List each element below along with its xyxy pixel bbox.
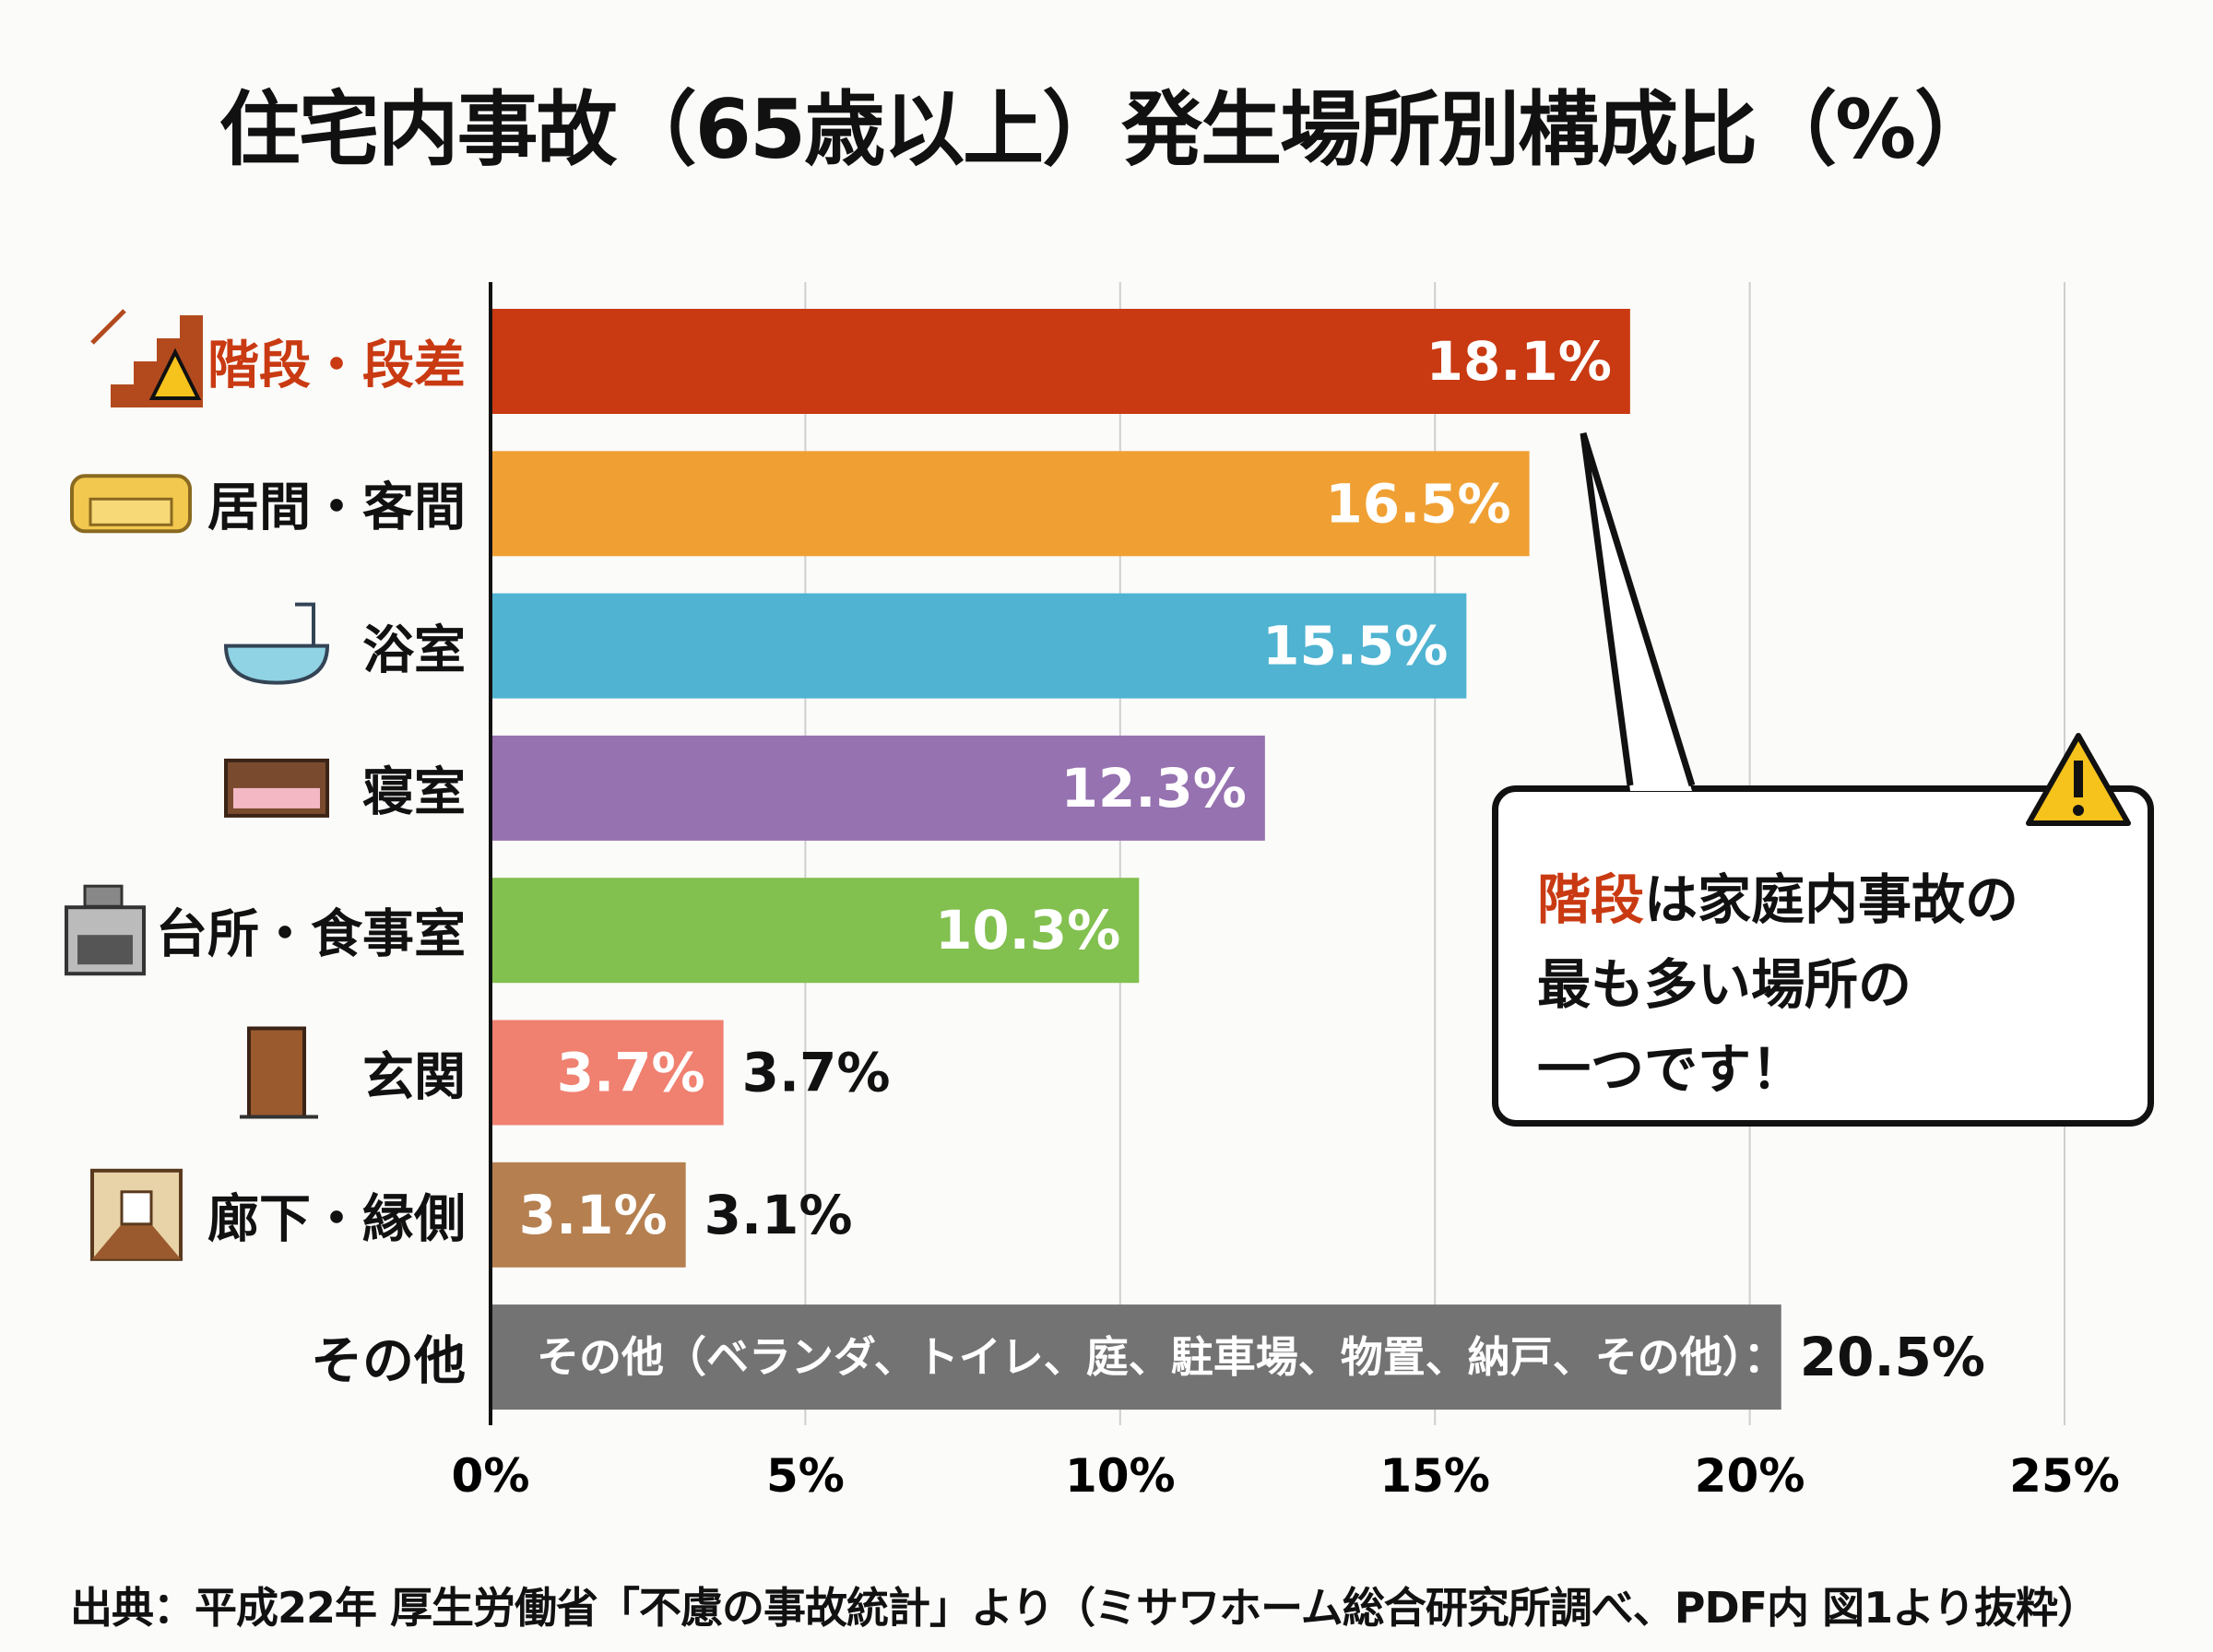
- category-label: 玄関: [362, 1047, 466, 1107]
- data-label-outside: 3.7%: [742, 1042, 891, 1104]
- x-tick-label: 10%: [1065, 1449, 1176, 1503]
- sofa-icon: [70, 474, 192, 534]
- hallway-icon: [90, 1168, 183, 1261]
- bar-inner-label: その他（ベランダ、トイレ、庭、駐車場、物置、納戸、その他）：: [537, 1332, 1786, 1382]
- bar: [491, 309, 1630, 414]
- category-label: 廊下・縁側: [207, 1189, 466, 1250]
- door-icon: [240, 1026, 318, 1119]
- stairs-warning-icon: [74, 309, 203, 407]
- bar: [491, 735, 1265, 841]
- callout-pointer: [1580, 431, 2131, 826]
- x-tick-label: 25%: [2009, 1449, 2120, 1503]
- bar: [491, 1162, 686, 1268]
- category-label: 浴室: [362, 620, 466, 681]
- data-label-outside: 20.5%: [1800, 1326, 1985, 1388]
- category-label: 階段・段差: [207, 336, 466, 396]
- bar: [491, 451, 1530, 557]
- bar: [491, 878, 1140, 984]
- bathtub-icon: [223, 602, 330, 685]
- data-label: 3.7%: [557, 1042, 705, 1104]
- source-note: 出典：平成22年 厚生労働省「不慮の事故統計」より（ミサワホーム総合研究所調べ、…: [70, 1583, 2100, 1633]
- warning-icon: [2026, 733, 2131, 826]
- bar: [491, 593, 1467, 699]
- stove-icon: [65, 884, 146, 976]
- data-label: 3.1%: [519, 1184, 668, 1246]
- x-tick-label: 5%: [766, 1449, 845, 1503]
- data-label: 12.3%: [1061, 757, 1247, 820]
- data-label: 10.3%: [935, 899, 1120, 962]
- x-tick-label: 0%: [452, 1449, 530, 1503]
- callout-line-3: 一つです！: [1537, 1038, 1805, 1101]
- data-label: 16.5%: [1325, 472, 1510, 535]
- callout-box: 階段は家庭内事故の 最も多い場所の 一つです！: [1492, 785, 2154, 1127]
- bar: [491, 1020, 724, 1126]
- callout-line-1: は家庭内事故の: [1644, 868, 2019, 931]
- callout-highlight: 階段: [1537, 868, 1645, 931]
- x-tick-label: 20%: [1695, 1449, 1805, 1503]
- bar-chart: 0% 5% 10% 15% 20% 25% 18.1% 16.5% 15.5% 12.3% 10.3…: [65, 282, 2120, 1503]
- data-label-outside: 3.1%: [704, 1184, 853, 1246]
- bar: [491, 1304, 1781, 1410]
- callout-line-2: 最も多い場所の: [1537, 953, 1912, 1016]
- chart-title: 住宅内事故（65歳以上）発生場所別構成比（%）: [219, 82, 1996, 177]
- category-label: 寝室: [362, 762, 466, 823]
- category-label: 台所・食事室: [156, 904, 466, 965]
- bed-icon: [224, 758, 329, 818]
- category-label: 居間・客間: [207, 478, 466, 538]
- category-label: その他: [311, 1331, 466, 1392]
- x-tick-label: 15%: [1379, 1449, 1490, 1503]
- data-label: 15.5%: [1262, 615, 1448, 678]
- data-label: 18.1%: [1426, 330, 1612, 393]
